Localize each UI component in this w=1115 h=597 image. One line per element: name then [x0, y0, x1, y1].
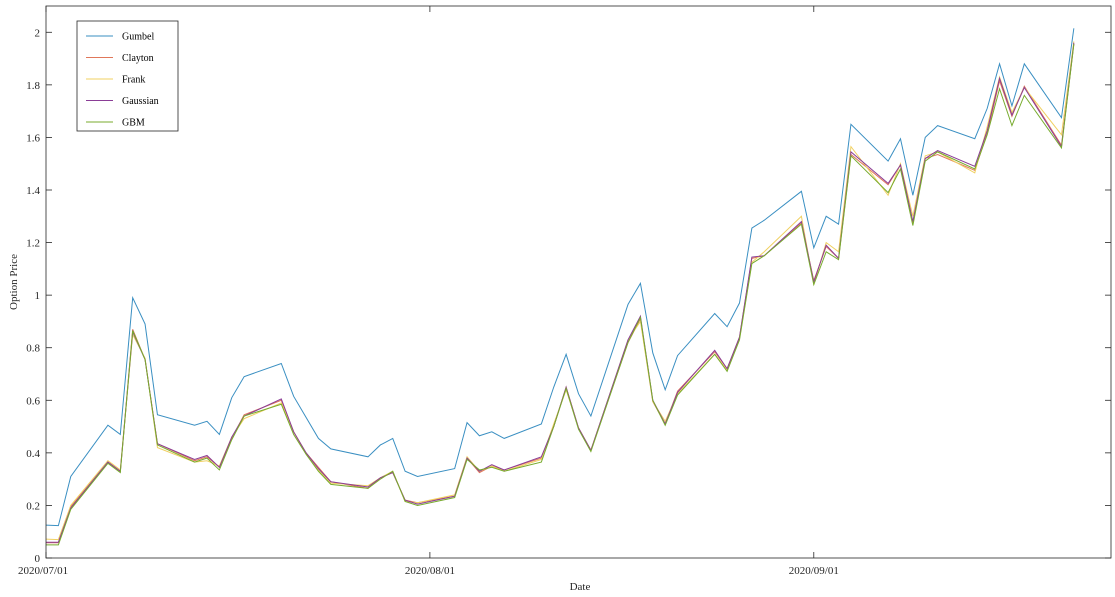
y-tick-label: 1.4 [26, 185, 40, 197]
y-tick-label: 0.2 [26, 500, 40, 512]
axes-box [45, 5, 1112, 559]
x-tick-label: 2020/08/01 [405, 565, 455, 577]
y-tick-label: 1.8 [26, 80, 40, 92]
legend-label-gbm: GBM [122, 118, 145, 129]
legend-label-frank: Frank [122, 75, 145, 86]
y-tick-label: 1 [35, 290, 41, 302]
axes-layer: 0 0.2 0.4 0.6 0.8 1 1.2 1.4 1.6 1.8 2 2020/07/01 202… [18, 5, 1112, 577]
legend-label-gumbel: Gumbel [122, 32, 154, 43]
plot-area [46, 6, 1111, 558]
y-tick-label: 0 [35, 553, 41, 565]
legend-box [76, 20, 179, 132]
legend-label-gaussian: Gaussian [122, 96, 159, 107]
series-line-gbm [46, 44, 1075, 546]
y-tick-label: 1.6 [26, 132, 40, 144]
y-tick-label: 0.8 [26, 343, 40, 355]
series-line-gumbel [45, 28, 1075, 527]
x-tick-label: 2020/09/01 [789, 565, 839, 577]
series-layer [45, 28, 1075, 546]
x-axis-label: Date [570, 581, 591, 593]
legend-label-clayton: Clayton [122, 53, 154, 64]
legend: Gumbel Clayton Frank Gaussian GBM [76, 20, 179, 132]
y-tick-label: 0.6 [26, 395, 40, 407]
x-tick-label: 2020/07/01 [18, 565, 68, 577]
y-tick-label: 0.4 [26, 448, 40, 460]
y-tick-label: 1.2 [26, 238, 40, 250]
y-axis-label: Option Price [8, 254, 20, 310]
y-tick-label: 2 [35, 27, 41, 39]
